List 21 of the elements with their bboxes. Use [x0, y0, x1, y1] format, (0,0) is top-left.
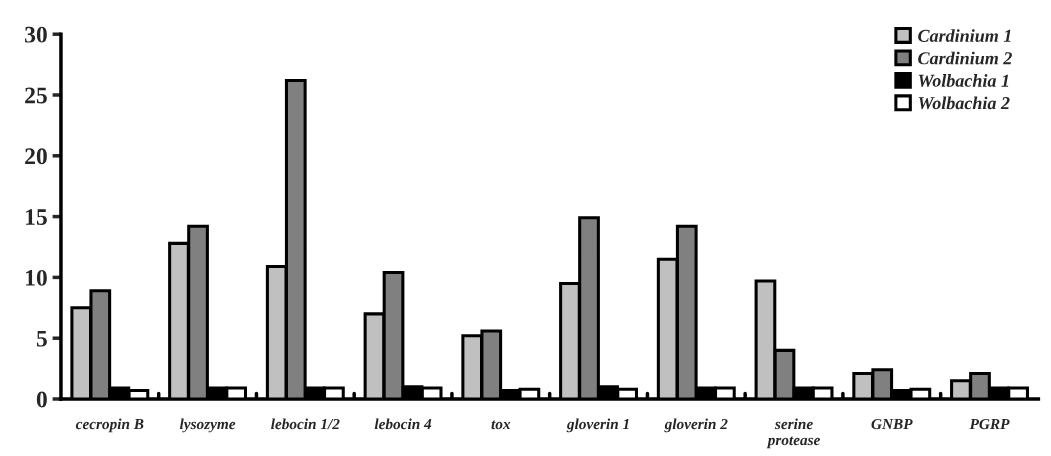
- x-tick-label: GNBP: [871, 418, 913, 430]
- y-tick-label: 15: [26, 209, 47, 226]
- x-tick-label: lebocin 4: [374, 418, 432, 430]
- legend-label: Wolbachia 2: [918, 96, 1010, 110]
- y-tick-label: 5: [36, 330, 47, 347]
- x-tick-label: cecropin B: [75, 418, 144, 433]
- legend-label: Cardinium 2: [918, 51, 1012, 65]
- x-tick-label: gloverin 2: [664, 418, 728, 433]
- y-tick-label: 0: [36, 391, 47, 408]
- y-tick-label: 20: [25, 148, 47, 165]
- y-tick-label: 10: [26, 269, 47, 286]
- y-tick-label: 25: [25, 87, 47, 104]
- legend-label: Wolbachia 1: [918, 74, 1009, 87]
- x-tick-label: serine protease: [766, 418, 820, 449]
- x-tick-label: gloverin 1: [566, 418, 629, 433]
- x-tick-label: lebocin 1/2: [271, 418, 340, 430]
- y-tick-label: 30: [25, 26, 47, 43]
- legend-label: Cardinium 1: [918, 29, 1011, 42]
- x-tick-label: tox: [491, 420, 511, 430]
- x-tick-label: PGRP: [969, 418, 1010, 430]
- x-tick-label: lysozyme: [179, 418, 236, 433]
